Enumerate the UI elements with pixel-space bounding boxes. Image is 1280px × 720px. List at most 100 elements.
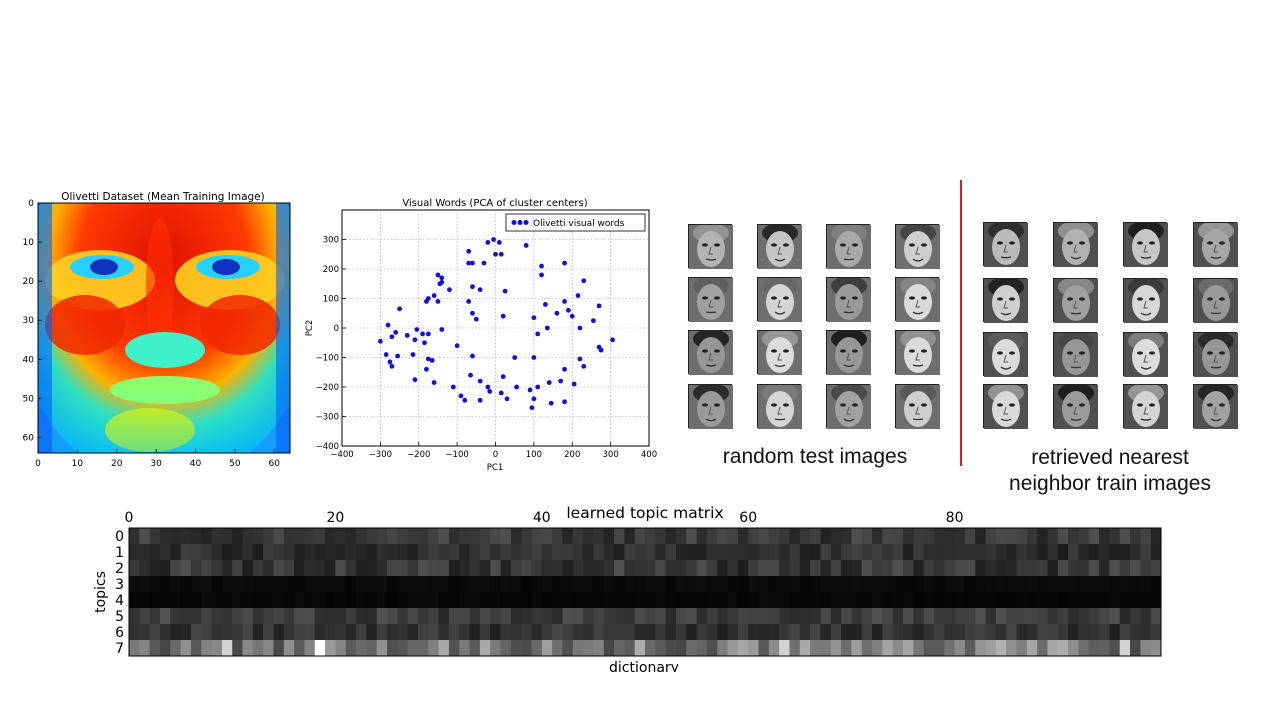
topic-cell: [510, 560, 522, 577]
topic-cell: [1006, 608, 1017, 625]
topic-cell: [1006, 624, 1017, 641]
topic-cell: [283, 624, 295, 641]
topic-y-tick-label: 5: [115, 609, 124, 625]
topic-cell: [634, 560, 646, 577]
retrieved-face-image: [983, 277, 1028, 323]
topic-cell: [758, 560, 770, 577]
topic-cell: [872, 544, 883, 561]
pca-point: [527, 387, 533, 393]
topic-cell: [923, 528, 935, 545]
topic-cell: [139, 608, 151, 625]
topic-cell: [428, 592, 439, 609]
topic-cell: [1026, 528, 1038, 545]
topic-cell: [159, 640, 171, 657]
topic-cell: [1130, 544, 1141, 561]
topic-cell: [510, 576, 522, 593]
topic-cell: [325, 624, 336, 641]
topic-cell: [263, 560, 274, 577]
topic-cell: [975, 544, 986, 561]
pca-point: [581, 278, 587, 284]
retrieved-face-image: [1123, 331, 1168, 377]
topic-cell: [273, 608, 285, 625]
topic-x-tick-label: 20: [326, 510, 344, 526]
pca-point: [439, 327, 445, 332]
topic-cell: [572, 608, 584, 625]
pca-title: Visual Words (PCA of cluster centers): [402, 198, 587, 209]
topic-cell: [1140, 528, 1152, 545]
topic-cell: [438, 576, 450, 593]
topic-cell: [180, 592, 192, 609]
topic-cell: [335, 592, 347, 609]
mean-image-x-tick-label: 50: [229, 459, 241, 469]
topic-cell: [675, 576, 687, 593]
topic-cell: [273, 544, 285, 561]
topic-cell: [366, 624, 378, 641]
topic-cell: [624, 640, 636, 657]
topic-cell: [1078, 560, 1090, 577]
topic-cell: [624, 624, 636, 641]
topic-cell: [841, 608, 852, 625]
topic-cell: [366, 576, 378, 593]
topic-cell: [448, 528, 460, 545]
topic-cell: [387, 576, 398, 593]
topic-cell: [541, 528, 553, 545]
topic-cell: [614, 592, 625, 609]
pca-y-tick-label: −200: [316, 383, 339, 393]
topic-cell: [221, 576, 233, 593]
topic-cell: [500, 592, 512, 609]
topic-cell: [686, 528, 697, 545]
topic-cell: [892, 544, 904, 561]
topic-cell: [944, 608, 955, 625]
topic-cell: [995, 608, 1007, 625]
topic-cell: [892, 560, 904, 577]
topic-cell: [562, 576, 574, 593]
topic-cell: [459, 592, 470, 609]
topic-cell: [583, 544, 594, 561]
pca-point: [512, 355, 518, 360]
topic-cell: [892, 608, 904, 625]
topic-cell: [139, 544, 151, 561]
topic-cell: [727, 544, 739, 561]
topic-cell: [190, 640, 202, 657]
topic-cell: [603, 528, 615, 545]
topic-cell: [428, 560, 439, 577]
pca-point: [393, 330, 399, 335]
topic-cell: [593, 608, 605, 625]
topic-cell: [201, 544, 212, 561]
mean-image-x-tick-label: 30: [150, 459, 162, 469]
topic-y-tick-label: 0: [115, 529, 124, 545]
pca-point: [596, 303, 602, 309]
topic-cell: [1099, 544, 1110, 561]
topic-cell: [820, 608, 832, 625]
topic-cell: [304, 592, 316, 609]
topic-cell: [232, 544, 243, 561]
topic-cell: [634, 544, 646, 561]
topic-cell: [1130, 592, 1141, 609]
pca-point: [383, 352, 389, 357]
topic-cell: [665, 560, 677, 577]
topic-cell: [799, 592, 811, 609]
topic-cell: [810, 608, 821, 625]
topic-cell: [583, 592, 594, 609]
topic-cell: [1130, 608, 1141, 625]
mean-image-x-ticks: 0 10 20 30 40 50 60: [35, 449, 280, 469]
topic-cell: [985, 576, 997, 593]
topic-cell: [356, 544, 367, 561]
retrieved-face-image: [983, 221, 1028, 267]
pca-point: [470, 260, 475, 266]
topic-cell: [273, 576, 285, 593]
topic-cell: [903, 528, 914, 545]
topic-cell: [923, 592, 935, 609]
pca-point: [577, 325, 583, 331]
topic-cell: [428, 576, 439, 593]
topic-cell: [283, 640, 295, 657]
topic-cell: [964, 608, 976, 625]
topic-cell: [521, 544, 532, 561]
topic-cell: [624, 528, 636, 545]
topic-cell: [872, 560, 883, 577]
topic-cell: [727, 608, 739, 625]
topic-cell: [552, 608, 563, 625]
topic-cell: [252, 592, 264, 609]
topic-cell: [872, 528, 883, 545]
pca-y-tick-label: 300: [323, 236, 339, 246]
